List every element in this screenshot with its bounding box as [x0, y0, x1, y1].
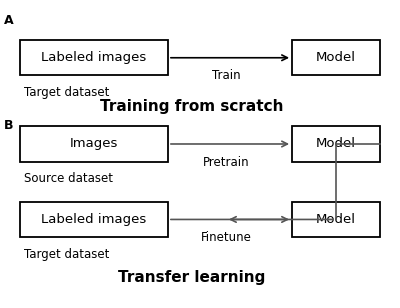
- Text: Source dataset: Source dataset: [24, 172, 113, 185]
- Text: Labeled images: Labeled images: [41, 213, 147, 226]
- Text: Labeled images: Labeled images: [41, 51, 147, 64]
- FancyBboxPatch shape: [292, 202, 380, 237]
- Text: Finetune: Finetune: [200, 231, 252, 244]
- Text: Model: Model: [316, 51, 356, 64]
- Text: Training from scratch: Training from scratch: [100, 99, 284, 114]
- Text: Train: Train: [212, 69, 240, 82]
- FancyBboxPatch shape: [20, 40, 168, 75]
- FancyBboxPatch shape: [20, 126, 168, 162]
- Text: Model: Model: [316, 213, 356, 226]
- FancyBboxPatch shape: [20, 202, 168, 237]
- FancyBboxPatch shape: [292, 126, 380, 162]
- Text: A: A: [4, 14, 14, 27]
- Text: Target dataset: Target dataset: [24, 86, 109, 99]
- Text: Images: Images: [70, 137, 118, 151]
- FancyBboxPatch shape: [292, 40, 380, 75]
- Text: Target dataset: Target dataset: [24, 248, 109, 261]
- Text: Transfer learning: Transfer learning: [118, 270, 266, 285]
- Text: B: B: [4, 119, 14, 132]
- Text: Model: Model: [316, 137, 356, 151]
- Text: Pretrain: Pretrain: [203, 156, 249, 169]
